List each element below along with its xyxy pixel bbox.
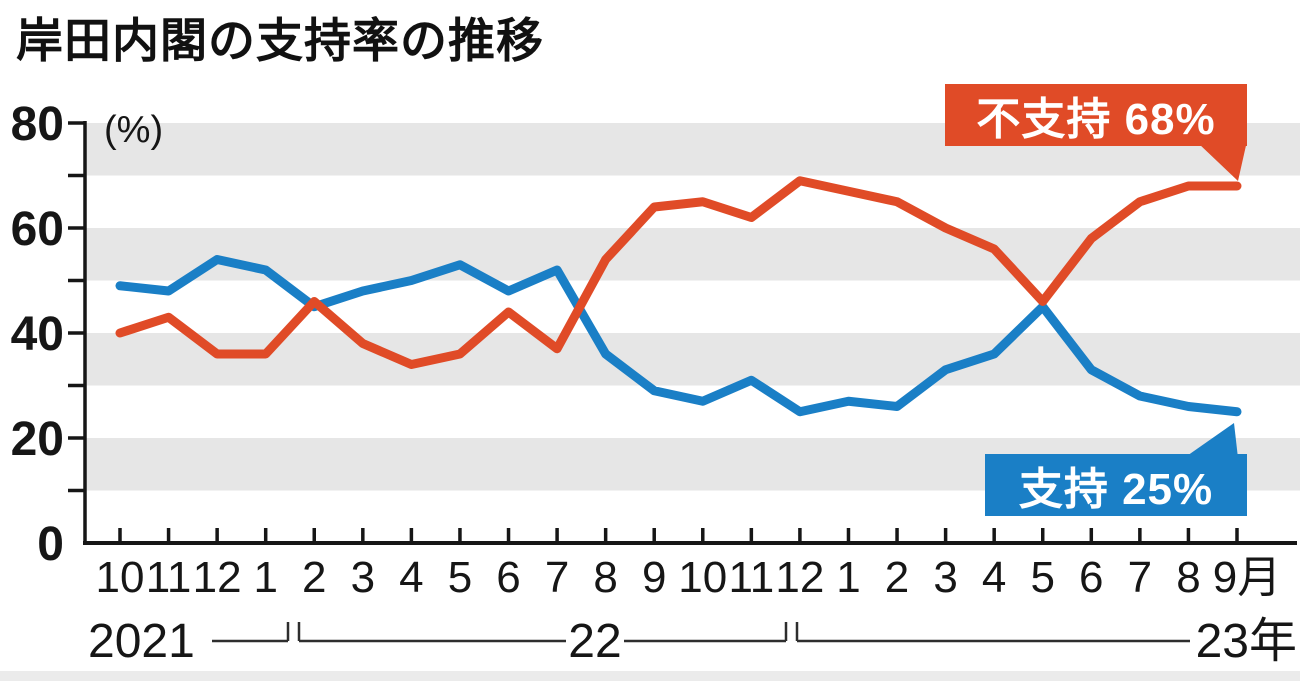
month-label-12: 10 (678, 553, 727, 602)
disapproval-callout: 不支持 68% (945, 84, 1247, 146)
month-label-11: 9 (642, 553, 666, 602)
year-label-23: 23年 (1196, 615, 1297, 668)
approval-callout-tail (1184, 423, 1238, 458)
month-label-6: 4 (399, 553, 423, 602)
month-label-19: 5 (1030, 553, 1054, 602)
approval-callout: 支持 25% (985, 454, 1247, 516)
y-tick-label-80: 80 (11, 98, 64, 151)
month-label-7: 5 (448, 553, 472, 602)
month-label-1: 11 (146, 553, 192, 602)
page-title: 岸田内閣の支持率の推移 (16, 14, 544, 67)
approval-callout-label: 支持 25% (1018, 465, 1214, 514)
month-label-0: 10 (96, 553, 145, 602)
disapproval-callout-tail (1198, 141, 1247, 181)
y-tick-label-20: 20 (11, 413, 64, 466)
month-label-23: 9月 (1213, 553, 1281, 602)
month-label-13: 11 (729, 553, 775, 602)
month-label-2: 12 (193, 553, 242, 602)
disapproval-line (115, 176, 1242, 369)
month-label-4: 2 (302, 553, 326, 602)
y-tick-label-0: 0 (37, 518, 64, 571)
month-label-16: 2 (885, 553, 909, 602)
year-label-22: 22 (568, 615, 621, 668)
grid-stripe-30-40 (85, 333, 1300, 386)
approval-line (115, 255, 1242, 417)
bottom-cropped-strip (0, 671, 1300, 681)
y-tick-label-40: 40 (11, 308, 64, 361)
month-label-14: 12 (775, 553, 824, 602)
month-label-3: 1 (253, 553, 277, 602)
month-label-5: 3 (351, 553, 375, 602)
month-label-17: 3 (933, 553, 957, 602)
year-label-2021: 2021 (88, 615, 195, 668)
month-label-18: 4 (982, 553, 1006, 602)
month-label-10: 8 (593, 553, 617, 602)
y-axis-unit-label: (%) (104, 109, 163, 151)
y-tick-label-60: 60 (11, 203, 64, 256)
month-label-22: 8 (1176, 553, 1200, 602)
month-label-8: 6 (496, 553, 520, 602)
month-label-21: 7 (1128, 553, 1152, 602)
month-label-20: 6 (1079, 553, 1103, 602)
month-label-15: 1 (836, 553, 860, 602)
disapproval-callout-label: 不支持 68% (976, 95, 1216, 144)
month-label-9: 7 (545, 553, 569, 602)
